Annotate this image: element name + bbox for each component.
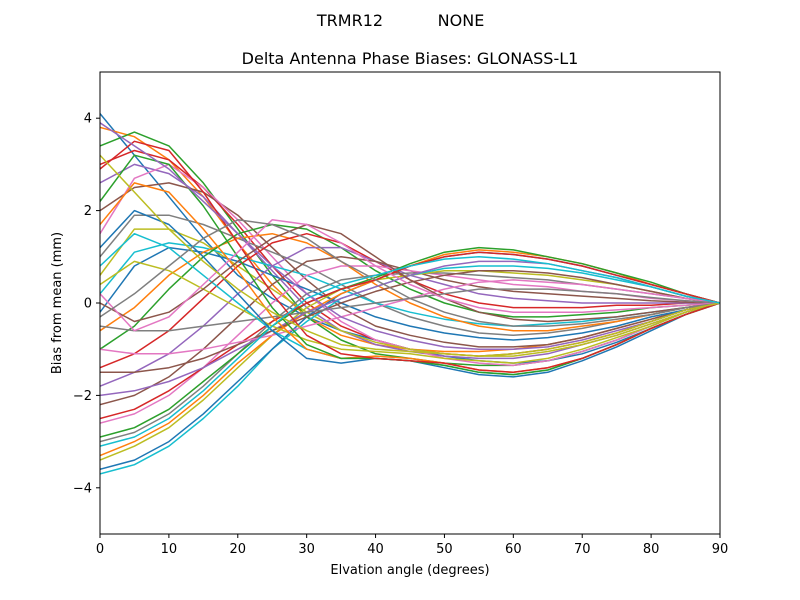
suptitle-left: TRMR12 (316, 11, 383, 30)
series-line (100, 219, 720, 332)
x-tick-label: 80 (643, 542, 660, 557)
series-line (100, 219, 720, 327)
y-tick-label: −4 (73, 481, 92, 496)
y-tick-label: 0 (84, 297, 92, 312)
series-line (100, 256, 720, 447)
y-tick-label: −2 (73, 389, 92, 404)
chart-title: Delta Antenna Phase Biases: GLONASS-L1 (242, 49, 579, 68)
x-tick-label: 0 (96, 542, 104, 557)
x-tick-label: 30 (298, 542, 315, 557)
series-line (100, 223, 720, 323)
series-line (100, 122, 720, 350)
x-axis-label: Elvation angle (degrees) (330, 563, 489, 578)
y-tick-label: 4 (84, 112, 92, 127)
x-tick-label: 70 (574, 542, 591, 557)
series-line (100, 269, 720, 374)
series-line (100, 265, 720, 475)
x-tick-label: 10 (161, 542, 178, 557)
series-line (100, 232, 720, 369)
series-layer (100, 113, 720, 475)
x-tick-label: 20 (230, 542, 247, 557)
x-tick-label: 60 (505, 542, 522, 557)
x-tick-label: 50 (436, 542, 453, 557)
y-axis-label: Bias from mean (mm) (50, 232, 65, 374)
x-axis: 0 10 20 30 40 50 60 70 80 90 (96, 534, 728, 557)
suptitle-right: NONE (438, 11, 485, 30)
series-line (100, 182, 720, 348)
series-line (100, 131, 720, 367)
series-line (100, 232, 720, 332)
y-axis: −4 −2 0 2 4 (73, 112, 100, 496)
series-line (100, 228, 720, 357)
x-tick-label: 90 (712, 542, 729, 557)
y-tick-label: 2 (84, 204, 92, 219)
series-line (100, 246, 720, 438)
series-line (100, 256, 720, 406)
series-line (100, 140, 720, 374)
x-tick-label: 40 (367, 542, 384, 557)
series-line (100, 154, 720, 357)
